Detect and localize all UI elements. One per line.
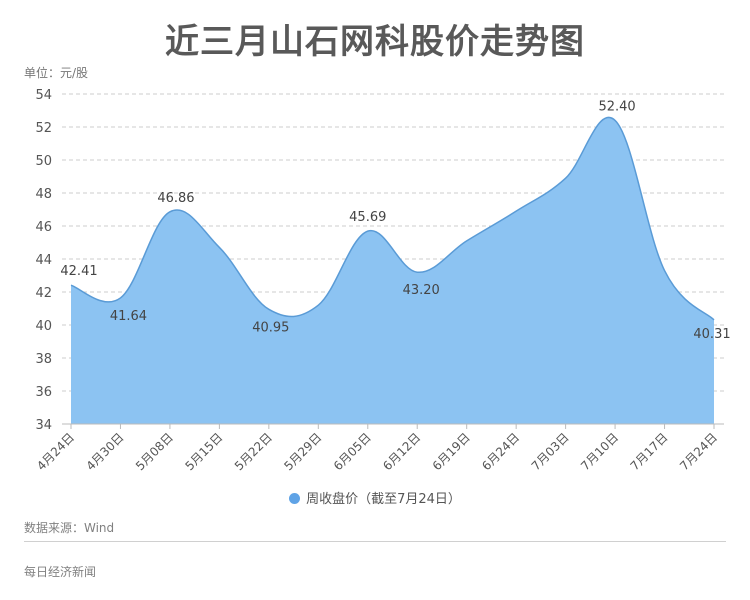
x-tick-label: 6月05日 — [331, 430, 374, 473]
data-labels: 42.41 41.64 46.86 40.95 45.69 43.20 52.40 40.31 — [60, 99, 730, 341]
y-tick-label: 54 — [35, 88, 52, 103]
data-label: 52.40 — [598, 99, 635, 114]
chart-title: 近三月山石网科股价走势图 — [165, 22, 585, 62]
brand-label: 每日经济新闻 — [24, 565, 97, 579]
y-tick-label: 36 — [35, 385, 52, 400]
price-area — [71, 117, 714, 424]
y-tick-label: 50 — [35, 154, 52, 169]
y-tick-label: 34 — [35, 418, 52, 433]
legend-dot-icon — [289, 493, 301, 504]
data-source: 数据来源：Wind — [24, 521, 115, 535]
y-tick-label: 42 — [35, 286, 52, 301]
y-tick-label: 46 — [35, 220, 52, 235]
x-tick-label: 7月03日 — [529, 430, 572, 473]
x-tick-label: 5月08日 — [133, 430, 176, 473]
x-tick-label: 5月22日 — [232, 430, 275, 473]
y-axis: 34 36 38 40 42 44 46 48 50 52 54 — [35, 88, 52, 433]
data-label: 46.86 — [157, 191, 194, 206]
y-tick-label: 52 — [35, 121, 52, 136]
price-line — [70, 116, 715, 321]
data-label: 40.31 — [693, 327, 730, 342]
x-tick-label: 7月10日 — [578, 430, 621, 473]
x-axis: 4月24日 4月30日 5月08日 5月15日 5月22日 5月29日 6月05日 6月12日… — [34, 423, 724, 473]
data-label: 40.95 — [252, 320, 289, 335]
y-tick-label: 44 — [35, 253, 52, 268]
legend-label: 周收盘价（截至7月24日） — [306, 492, 461, 507]
y-tick-label: 40 — [35, 319, 52, 334]
x-tick-label: 5月15日 — [182, 430, 225, 473]
x-tick-label: 6月24日 — [479, 430, 522, 473]
x-tick-label: 6月12日 — [380, 430, 423, 473]
x-tick-label: 4月30日 — [84, 430, 127, 473]
data-label: 43.20 — [403, 283, 440, 298]
x-tick-label: 4月24日 — [34, 430, 77, 473]
unit-label: 单位：元/股 — [24, 66, 89, 80]
data-label: 45.69 — [349, 210, 386, 225]
x-tick-label: 5月29日 — [281, 430, 324, 473]
data-label: 42.41 — [60, 264, 97, 279]
x-tick-label: 7月24日 — [677, 430, 720, 473]
x-tick-label: 6月19日 — [430, 430, 473, 473]
data-label: 41.64 — [110, 309, 147, 324]
legend[interactable]: 周收盘价（截至7月24日） — [0, 488, 750, 507]
x-tick-label: 7月17日 — [628, 430, 671, 473]
y-tick-label: 38 — [35, 352, 52, 367]
y-tick-label: 48 — [35, 187, 52, 202]
divider — [24, 541, 726, 542]
